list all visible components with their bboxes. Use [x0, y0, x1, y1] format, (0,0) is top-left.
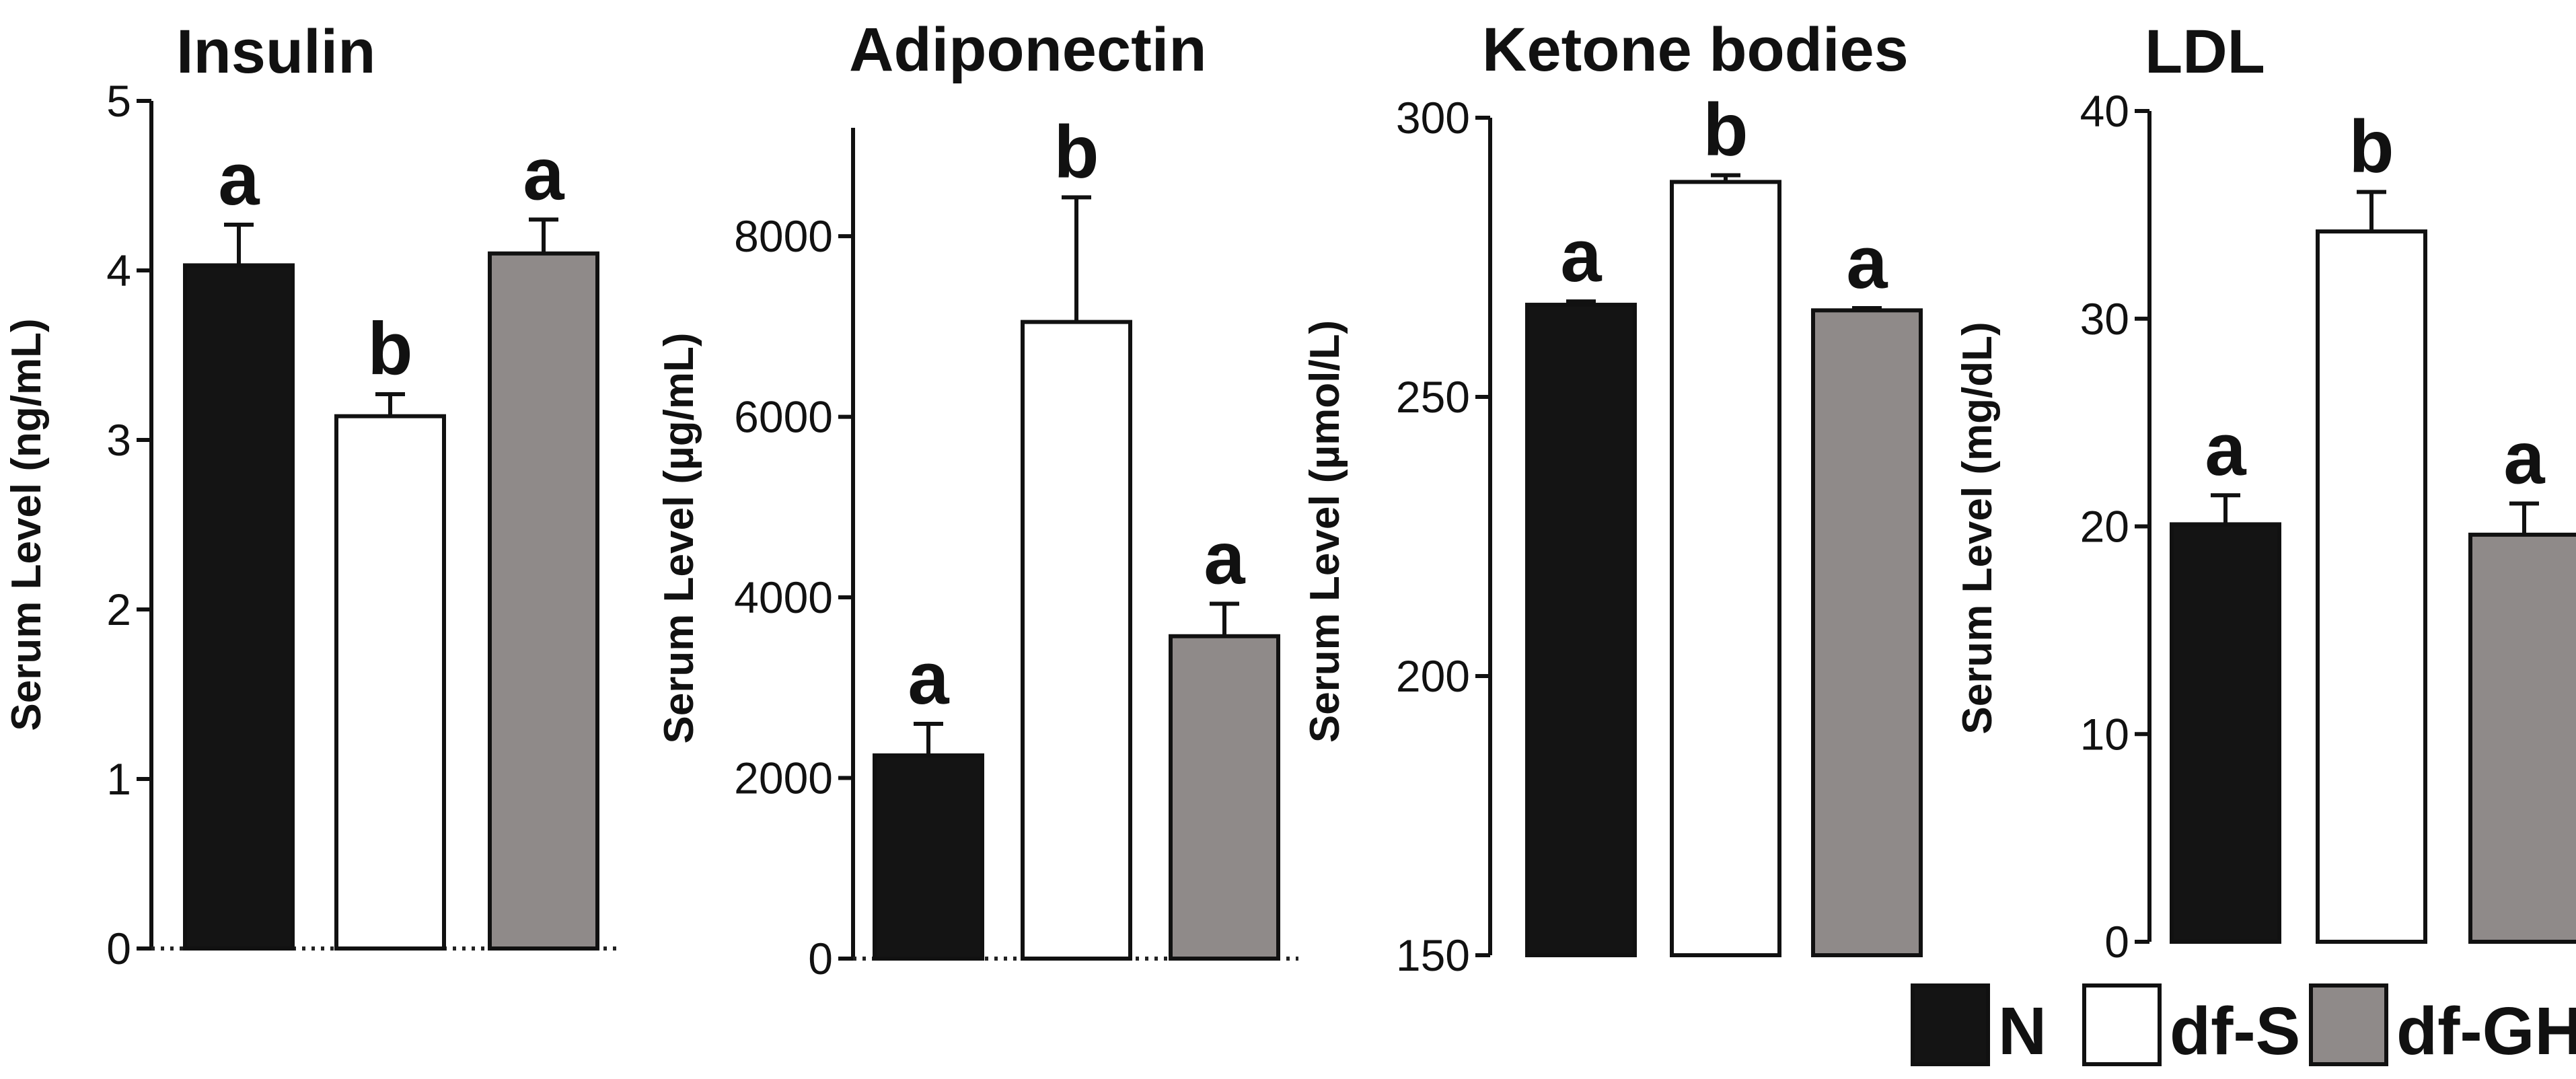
- significance-letter: a: [218, 138, 260, 221]
- y-tick-label: 4: [106, 246, 131, 295]
- panel-title: LDL: [2145, 17, 2265, 86]
- y-tick-label: 10: [2080, 709, 2129, 759]
- bar-n: [1525, 303, 1637, 957]
- bar-df-gh: [2468, 532, 2576, 944]
- y-axis-label: Serum Level (mg/dL): [1954, 322, 2001, 734]
- panel-title: Insulin: [176, 17, 375, 86]
- significance-letter: b: [2349, 105, 2394, 188]
- bar-n: [873, 753, 984, 961]
- y-axis-label: Serum Level (µmol/L): [1302, 320, 1348, 743]
- legend-label: df-GH: [2396, 994, 2576, 1069]
- bar-n: [2170, 522, 2281, 944]
- legend-swatch: [2309, 983, 2388, 1066]
- y-tick-label: 5: [106, 76, 131, 126]
- legend-label: N: [1998, 994, 2047, 1069]
- y-tick-label: 3: [106, 415, 131, 465]
- y-tick-label: 6000: [734, 392, 833, 442]
- chart-panel-2: Adiponectin Serum Level (µg/mL) 0 2000 4000 6…: [656, 15, 1298, 983]
- chart-panel-1: Insulin Serum Level (ng/mL) 0 1 2 3 4 5 a b a: [3, 17, 619, 973]
- significance-letter: a: [2205, 408, 2246, 491]
- y-tick-label: 200: [1396, 651, 1470, 701]
- y-tick-label: 0: [106, 924, 131, 973]
- panel-title: Ketone bodies: [1482, 15, 1909, 84]
- significance-letter: b: [367, 307, 412, 390]
- bar-n: [183, 263, 295, 951]
- y-tick-label: 2: [106, 585, 131, 634]
- significance-letter: b: [1054, 110, 1099, 193]
- bar-df-gh: [1169, 634, 1280, 961]
- panel-title: Adiponectin: [849, 15, 1207, 84]
- bar-df-s: [1670, 180, 1781, 958]
- bar-df-gh: [1811, 308, 1923, 958]
- y-tick-label: 0: [808, 934, 833, 983]
- y-tick-label: 30: [2080, 294, 2129, 344]
- y-tick-label: 0: [2104, 917, 2129, 967]
- chart-panel-3: Ketone bodies Serum Level (µmol/L) 150 200 2…: [1302, 15, 1923, 980]
- significance-letter: a: [1560, 215, 1602, 297]
- y-axis-label: Serum Level (ng/mL): [3, 318, 50, 731]
- significance-letter: a: [1846, 221, 1888, 304]
- significance-letter: a: [523, 133, 564, 215]
- y-tick-label: 40: [2080, 86, 2129, 136]
- bar-df-gh: [488, 251, 599, 951]
- bar-df-s: [2316, 229, 2427, 944]
- y-tick-label: 2000: [734, 753, 833, 803]
- y-tick-label: 150: [1396, 930, 1470, 980]
- y-tick-label: 250: [1396, 372, 1470, 422]
- significance-letter: a: [1204, 517, 1245, 599]
- bar-df-s: [334, 414, 446, 951]
- significance-letter: b: [1703, 88, 1748, 171]
- y-tick-label: 4000: [734, 572, 833, 622]
- legend-label: df-S: [2170, 994, 2300, 1069]
- legend-swatch: [2082, 983, 2162, 1066]
- legend-swatch: [1911, 983, 1990, 1066]
- y-tick-label: 300: [1396, 93, 1470, 143]
- y-axis-label: Serum Level (µg/mL): [656, 332, 702, 743]
- y-tick-label: 20: [2080, 502, 2129, 552]
- y-tick-label: 1: [106, 754, 131, 804]
- chart-panel-4: LDL Serum Level (mg/dL) 0 10 20 30 40 a b a: [1954, 17, 2576, 967]
- significance-letter: a: [908, 637, 949, 720]
- y-tick-label: 8000: [734, 211, 833, 261]
- bar-df-s: [1021, 320, 1132, 961]
- significance-letter: a: [2503, 417, 2545, 500]
